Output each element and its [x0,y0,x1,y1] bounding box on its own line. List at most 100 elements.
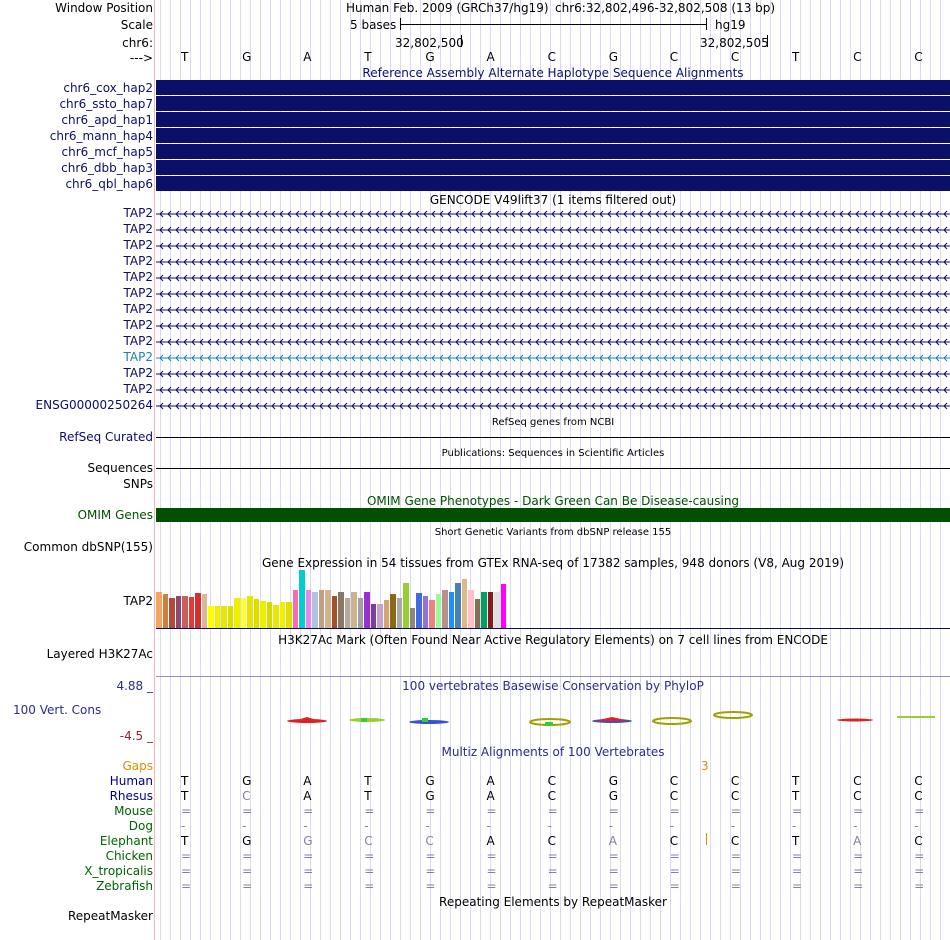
dbsnp-title[interactable]: Short Genetic Variants from dbSNP releas… [434,527,672,538]
gtex-tissue-bar[interactable] [487,592,493,628]
gencode-transcript-line[interactable] [156,242,950,250]
gtex-tissue-bar[interactable] [429,600,435,628]
gencode-title[interactable]: GENCODE V49lift37 (1 items filtered out) [429,193,677,207]
phylop-label[interactable]: 100 Vert. Cons [13,703,102,717]
gencode-transcript-line[interactable] [156,210,950,218]
species-label[interactable]: Human [109,774,153,788]
gtex-tissue-bar[interactable] [292,590,298,628]
gtex-tissue-bar[interactable] [468,590,474,628]
gencode-transcript-line[interactable] [156,226,950,234]
gtex-tissue-bar[interactable] [403,583,409,628]
alt-haplotype-label[interactable]: chr6_mann_hap4 [49,129,153,143]
gencode-transcript-line[interactable] [156,370,950,378]
species-label[interactable]: Mouse [114,804,153,818]
gtex-tissue-bar[interactable] [175,596,181,628]
alt-haplotype-bar[interactable] [156,80,950,95]
gencode-transcript-line[interactable] [156,290,950,298]
gencode-transcript-label[interactable]: TAP2 [123,286,153,300]
gtex-tissue-bar[interactable] [169,598,175,628]
gencode-transcript-line[interactable] [156,258,950,266]
gtex-tissue-bar[interactable] [240,598,246,628]
gtex-tissue-bar[interactable] [435,594,441,628]
gtex-tissue-bar[interactable] [214,606,220,628]
alt-haplotype-label[interactable]: chr6_ssto_hap7 [59,97,153,111]
gtex-tissue-bar[interactable] [201,594,207,628]
alt-haplotype-label[interactable]: chr6_mcf_hap5 [61,145,154,159]
gtex-tissue-bar[interactable] [442,590,448,628]
phylop-title[interactable]: 100 vertebrates Basewise Conservation by… [402,679,704,693]
gtex-tissue-bar[interactable] [474,599,480,628]
repeatmasker-title[interactable]: Repeating Elements by RepeatMasker [439,895,667,909]
gtex-tissue-bar[interactable] [351,592,357,628]
gtex-tissue-bar[interactable] [234,598,240,628]
repeatmasker-label[interactable]: RepeatMasker [67,909,153,923]
multiz-title[interactable]: Multiz Alignments of 100 Vertebrates [441,745,665,759]
refseq-label[interactable]: RefSeq Curated [59,430,153,444]
species-label[interactable]: Chicken [105,849,153,863]
gtex-tissue-bar[interactable] [494,592,500,628]
gtex-tissue-bar[interactable] [422,596,428,628]
gtex-tissue-bar[interactable] [383,600,389,628]
gencode-transcript-label[interactable]: TAP2 [123,382,153,396]
h3k27ac-label[interactable]: Layered H3K27Ac [46,647,153,661]
gtex-tissue-bar[interactable] [156,592,162,628]
gtex-tissue-bar[interactable] [312,592,318,628]
gencode-transcript-line[interactable] [156,354,950,362]
gencode-transcript-label[interactable]: TAP2 [123,366,153,380]
gencode-transcript-label[interactable]: TAP2 [123,350,153,364]
gtex-tissue-bar[interactable] [331,596,337,628]
gencode-transcript-line[interactable] [156,322,950,330]
gtex-tissue-bar[interactable] [377,604,383,628]
gtex-tissue-bar[interactable] [318,590,324,628]
alt-haplotype-label[interactable]: chr6_dbb_hap3 [61,161,153,175]
refseq-title[interactable]: RefSeq genes from NCBI [491,417,615,428]
gtex-tissue-bar[interactable] [481,592,487,628]
gtex-tissue-bar[interactable] [455,583,461,628]
alt-haplotype-bar[interactable] [156,128,950,143]
omim-bar[interactable] [156,508,950,522]
gtex-tissue-bar[interactable] [390,594,396,628]
alt-haplotype-label[interactable]: chr6_qbl_hap6 [65,177,153,191]
gtex-tissue-bar[interactable] [396,598,402,628]
gencode-transcript-label[interactable]: TAP2 [123,206,153,220]
gtex-tissue-bar[interactable] [195,593,201,628]
pubs-title[interactable]: Publications: Sequences in Scientific Ar… [441,448,665,459]
gencode-transcript-label[interactable]: TAP2 [123,334,153,348]
gtex-tissue-bar[interactable] [416,593,422,628]
pubs-line[interactable] [156,468,950,469]
gtex-tissue-bar[interactable] [461,579,467,628]
gencode-transcript-line[interactable] [156,386,950,394]
direction-arrow[interactable]: ---> [129,51,153,65]
gtex-tissue-bar[interactable] [344,598,350,628]
gtex-tissue-bar[interactable] [370,604,376,628]
gtex-tissue-bar[interactable] [448,592,454,628]
species-label[interactable]: Elephant [99,834,153,848]
h3k27ac-title[interactable]: H3K27Ac Mark (Often Found Near Active Re… [278,633,828,647]
gtex-tissue-bar[interactable] [260,601,266,628]
alt-haplotype-bar[interactable] [156,96,950,111]
gencode-transcript-label[interactable]: TAP2 [123,270,153,284]
gencode-transcript-label[interactable]: ENSG00000250264 [35,398,153,412]
alt-haplotype-bar[interactable] [156,144,950,159]
gtex-tissue-bar[interactable] [286,602,292,628]
gtex-tissue-bar[interactable] [247,596,253,628]
gtex-tissue-bar[interactable] [305,590,311,628]
alt-haplotype-label[interactable]: chr6_apd_hap1 [61,113,153,127]
gtex-tissue-bar[interactable] [338,592,344,628]
gtex-tissue-bar[interactable] [266,602,272,628]
gtex-tissue-bar[interactable] [299,570,305,628]
alt-haplotype-bar[interactable] [156,160,950,175]
gencode-transcript-label[interactable]: TAP2 [123,238,153,252]
species-label[interactable]: Rhesus [109,789,153,803]
gtex-tissue-bar[interactable] [357,598,363,628]
gtex-tissue-bar[interactable] [409,608,415,628]
species-label[interactable]: Dog [128,819,153,833]
gtex-tissue-bar[interactable] [227,606,233,628]
species-label[interactable]: X_tropicalis [84,864,153,878]
gencode-transcript-label[interactable]: TAP2 [123,302,153,316]
gencode-transcript-line[interactable] [156,274,950,282]
gtex-tissue-bar[interactable] [364,592,370,628]
gtex-tissue-bar[interactable] [188,597,194,628]
alt-haplotype-label[interactable]: chr6_cox_hap2 [63,81,153,95]
gencode-transcript-line[interactable] [156,402,950,410]
